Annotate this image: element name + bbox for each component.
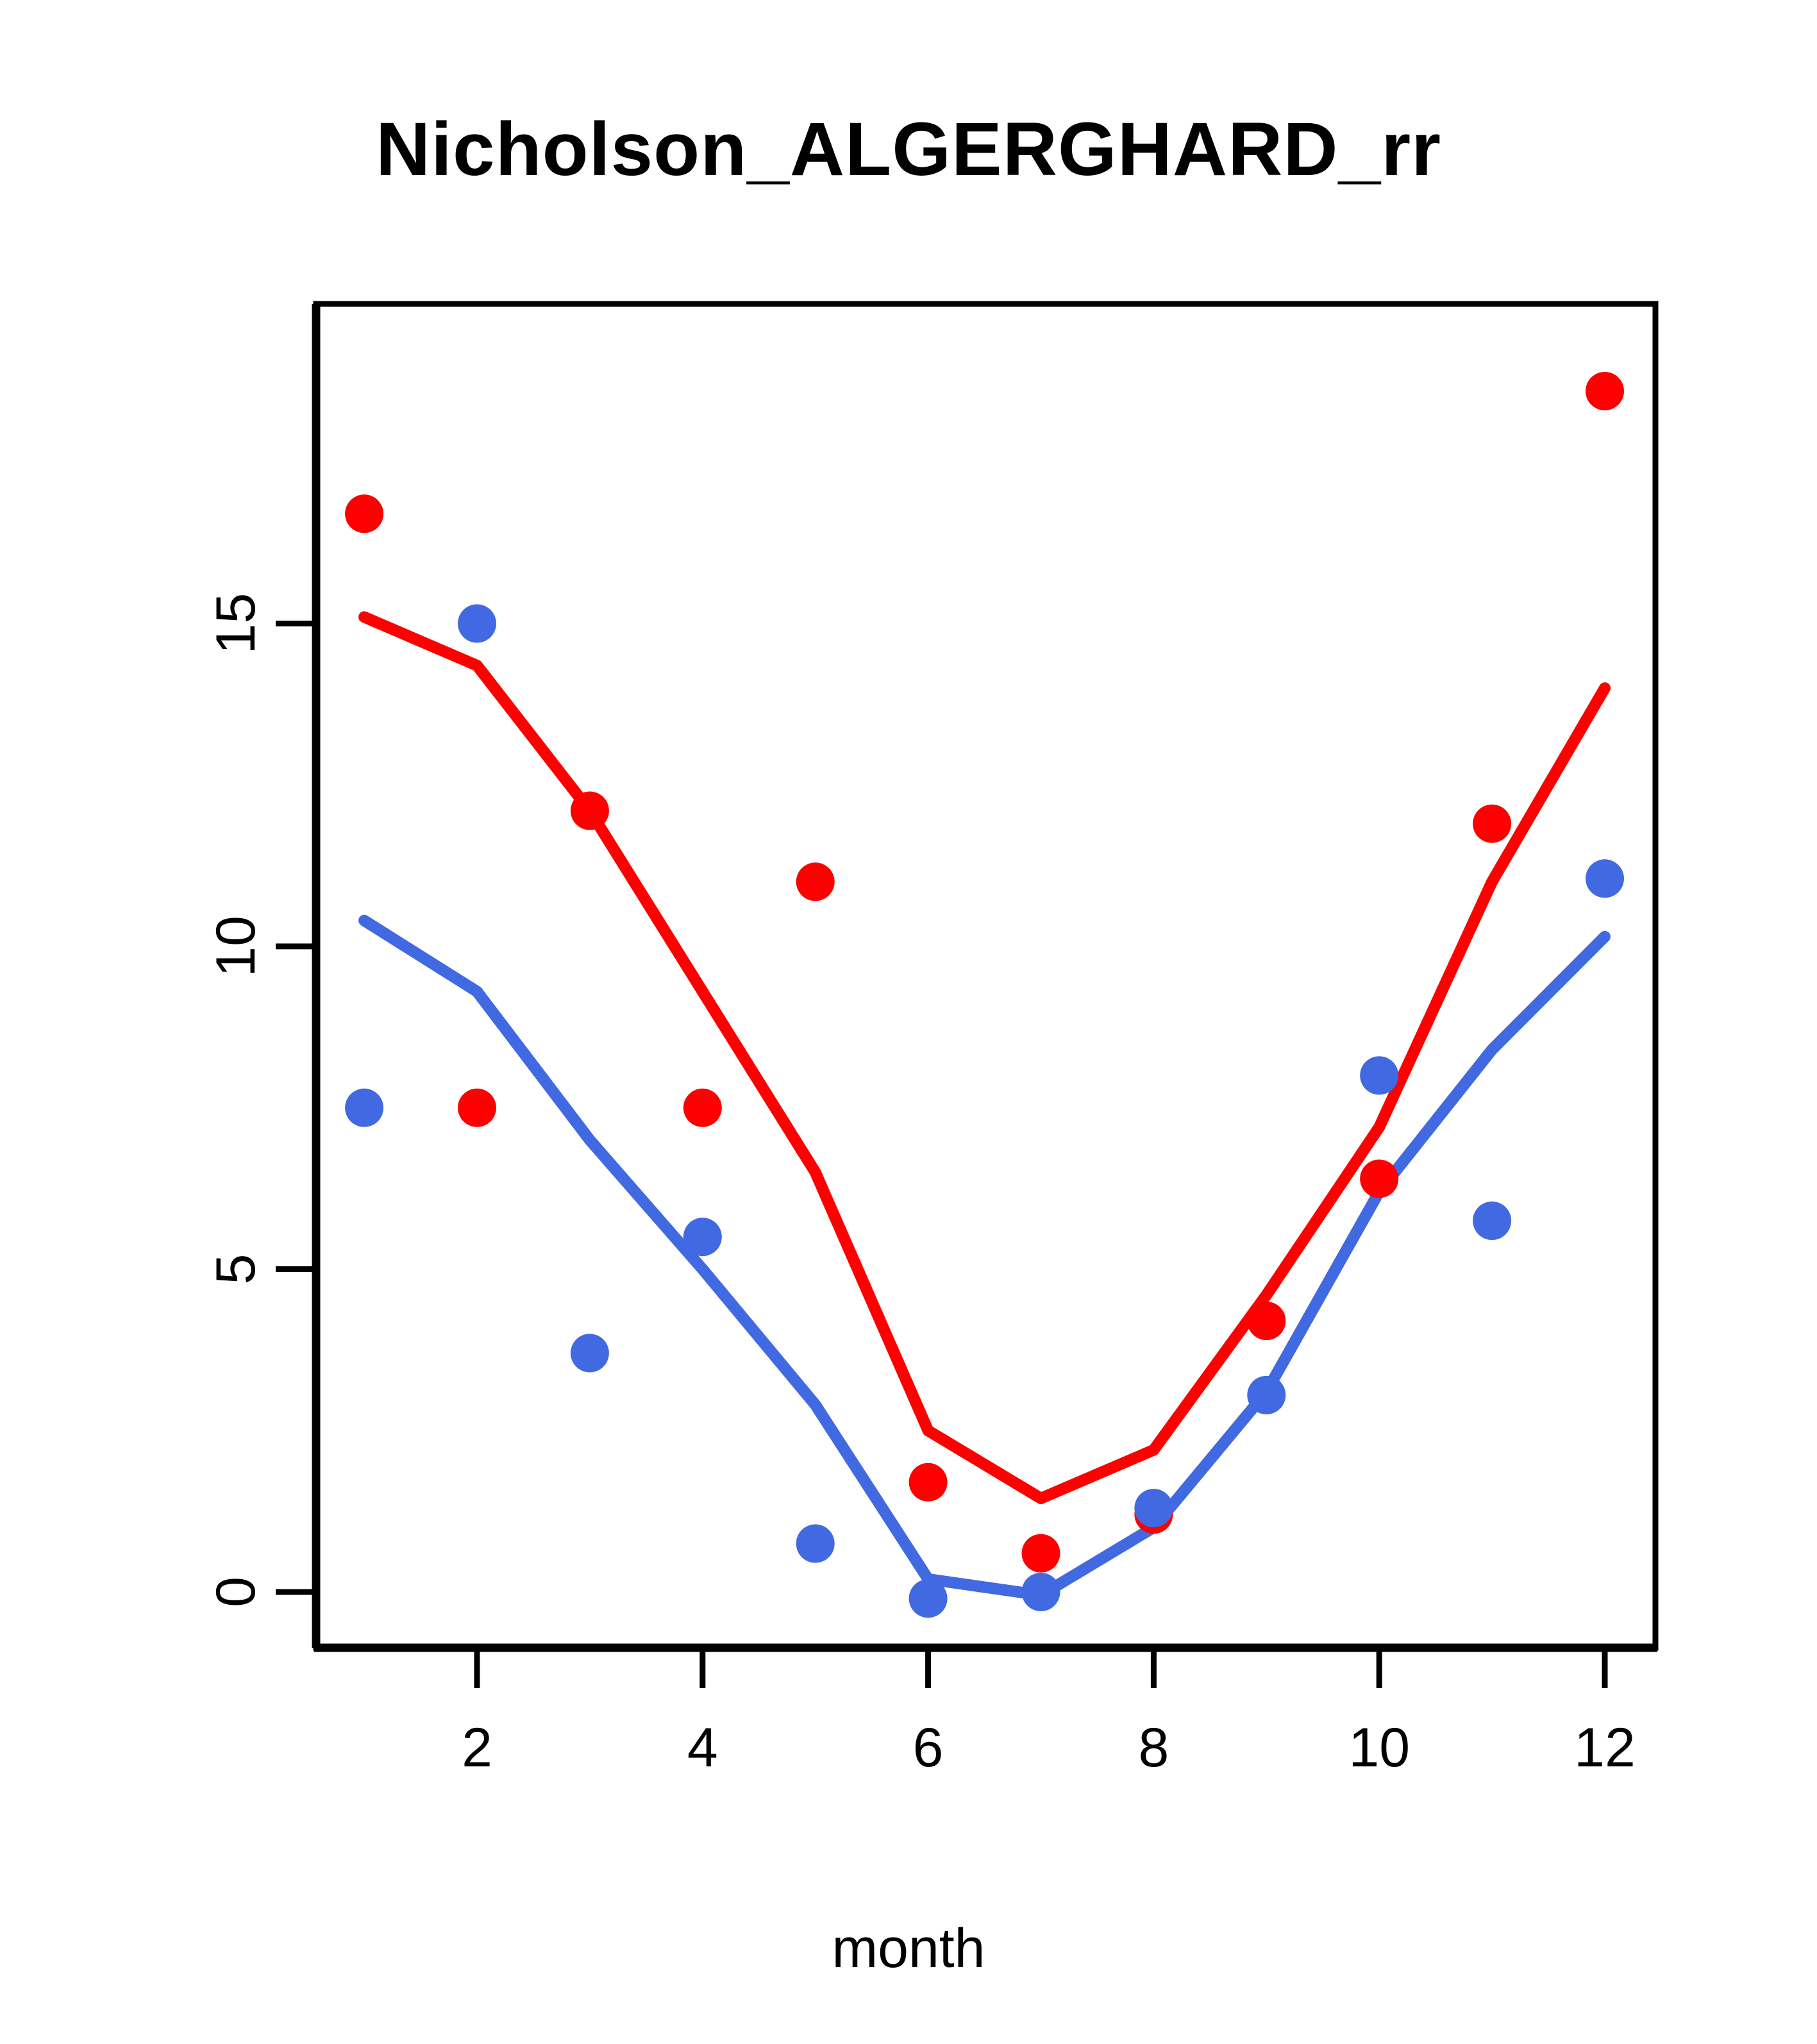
x-tick-label-6: 6 <box>913 1717 944 1779</box>
blue-points-m8 <box>1134 1489 1173 1528</box>
blue-points-m10 <box>1360 1056 1399 1095</box>
y-tick-label-10: 10 <box>205 916 267 977</box>
tick-labels: 2 4 6 8 10 12 0 5 10 15 <box>205 593 1636 1779</box>
axes <box>276 304 1657 1688</box>
y-tick-label-0: 0 <box>205 1577 267 1607</box>
red-points-m12 <box>1586 372 1624 410</box>
x-tick-label-2: 2 <box>462 1717 492 1779</box>
red-points-m9 <box>1247 1302 1286 1341</box>
blue-points-m9 <box>1247 1375 1286 1414</box>
blue-points-m1 <box>345 1088 384 1127</box>
blue-points-m6 <box>908 1579 948 1618</box>
data-series <box>345 372 1624 1618</box>
y-tick-label-15: 15 <box>205 593 267 655</box>
red-points-m6 <box>908 1462 948 1502</box>
red-points-m4 <box>683 1088 722 1127</box>
red-points-m11 <box>1473 804 1512 843</box>
blue-points-m2 <box>458 604 496 643</box>
blue-points-m3 <box>570 1334 609 1373</box>
red-points-m7 <box>1021 1534 1060 1573</box>
blue-points-m5 <box>796 1524 835 1563</box>
x-axis-label: month <box>832 1918 985 1979</box>
red-points-m5 <box>796 862 835 901</box>
x-tick-label-12: 12 <box>1574 1717 1636 1779</box>
red-points-m3 <box>570 791 609 830</box>
blue-points-m4 <box>683 1218 722 1257</box>
blue-points-m7 <box>1021 1573 1060 1611</box>
y-tick-label-5: 5 <box>205 1254 267 1285</box>
blue-points-m11 <box>1473 1202 1512 1240</box>
x-tick-label-4: 4 <box>687 1717 718 1779</box>
blue-points-m12 <box>1586 859 1624 898</box>
red-points-m10 <box>1360 1159 1399 1198</box>
x-tick-label-10: 10 <box>1348 1717 1410 1779</box>
blue-line <box>358 914 1611 1601</box>
red-line <box>358 611 1611 1504</box>
red-points-m1 <box>345 494 384 533</box>
chart-title: Nicholson_ALGERGHARD_rr <box>375 107 1442 192</box>
red-points-m2 <box>458 1088 496 1127</box>
x-tick-label-8: 8 <box>1138 1717 1169 1779</box>
